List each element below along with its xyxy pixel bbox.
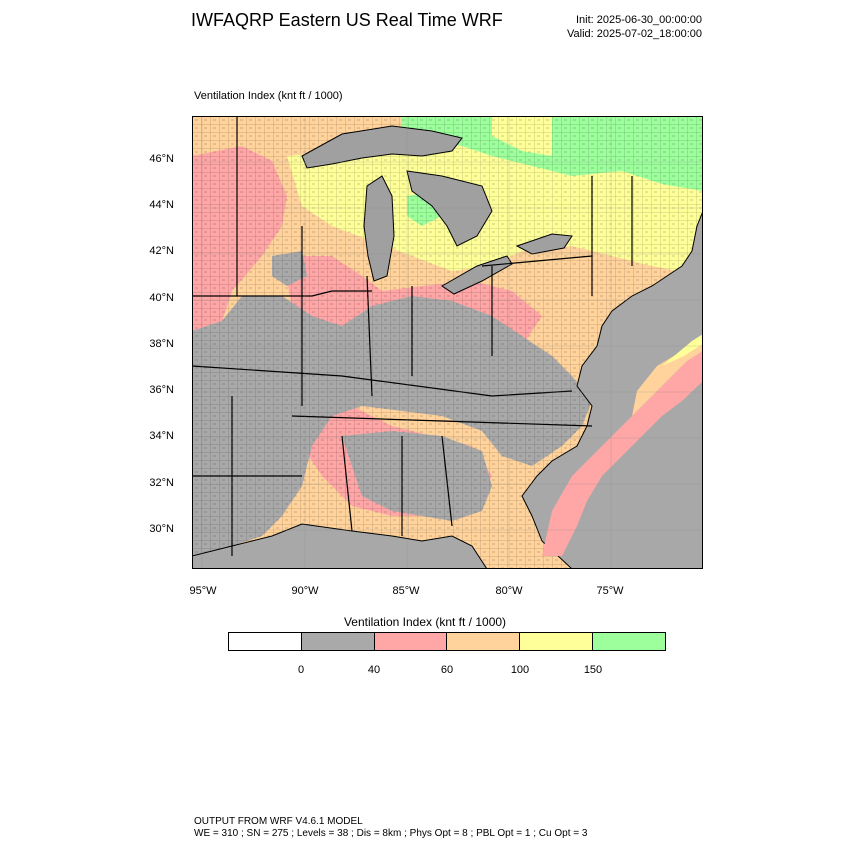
valid-time: Valid: 2025-07-02_18:00:00 bbox=[567, 28, 702, 40]
plot-title: Ventilation Index (knt ft / 1000) bbox=[194, 90, 343, 102]
colorbar-swatch bbox=[520, 633, 594, 650]
colorbar-swatch bbox=[593, 633, 665, 650]
figure-title: IWFAQRP Eastern US Real Time WRF bbox=[191, 10, 503, 30]
time-info: Init: 2025-06-30_00:00:00 Valid: 2025-07… bbox=[567, 13, 702, 41]
lake-superior bbox=[301, 125, 463, 169]
ocean-high-vent bbox=[542, 351, 703, 556]
graticule bbox=[192, 116, 703, 569]
model-info-line2: WE = 310 ; SN = 275 ; Levels = 38 ; Dis … bbox=[194, 828, 588, 839]
lat-label: 42°N bbox=[149, 245, 174, 257]
lat-label: 38°N bbox=[149, 338, 174, 350]
colorbar-swatch bbox=[447, 633, 521, 650]
colorbar-label: 40 bbox=[367, 664, 381, 676]
colorbar bbox=[228, 632, 666, 651]
colorbar-swatch bbox=[301, 633, 375, 650]
model-info: OUTPUT FROM WRF V4.6.1 MODEL WE = 310 ; … bbox=[194, 816, 587, 840]
lake-ontario bbox=[515, 233, 573, 255]
lon-label: 75°W bbox=[596, 585, 624, 597]
lake-michigan bbox=[363, 175, 395, 282]
lake-erie bbox=[441, 255, 513, 295]
ocean-band-3 bbox=[662, 334, 703, 366]
lon-label: 85°W bbox=[392, 585, 420, 597]
colorbar-label: 150 bbox=[583, 664, 603, 676]
colorbar-label: 100 bbox=[510, 664, 530, 676]
colorbar-label: 60 bbox=[440, 664, 454, 676]
atlantic-ocean bbox=[521, 176, 703, 569]
state-boundaries bbox=[192, 116, 633, 556]
init-time: Init: 2025-06-30_00:00:00 bbox=[576, 14, 702, 26]
ventilation-map bbox=[192, 116, 703, 569]
lon-label: 80°W bbox=[495, 585, 523, 597]
lat-label: 46°N bbox=[149, 153, 174, 165]
colorbar-swatch bbox=[374, 633, 448, 650]
lake-huron bbox=[406, 170, 493, 247]
model-info-line1: OUTPUT FROM WRF V4.6.1 MODEL bbox=[194, 816, 363, 827]
lon-label: 90°W bbox=[291, 585, 319, 597]
lat-label: 44°N bbox=[149, 199, 174, 211]
colorbar-swatch bbox=[229, 633, 302, 650]
lon-label: 95°W bbox=[189, 585, 217, 597]
lat-label: 34°N bbox=[149, 430, 174, 442]
lat-label: 30°N bbox=[149, 523, 174, 535]
colorbar-title: Ventilation Index (knt ft / 1000) bbox=[343, 615, 507, 629]
lat-label: 40°N bbox=[149, 292, 174, 304]
lat-label: 36°N bbox=[149, 384, 174, 396]
ocean-band-2 bbox=[632, 341, 703, 416]
lat-label: 32°N bbox=[149, 477, 174, 489]
colorbar-label: 0 bbox=[297, 664, 305, 676]
